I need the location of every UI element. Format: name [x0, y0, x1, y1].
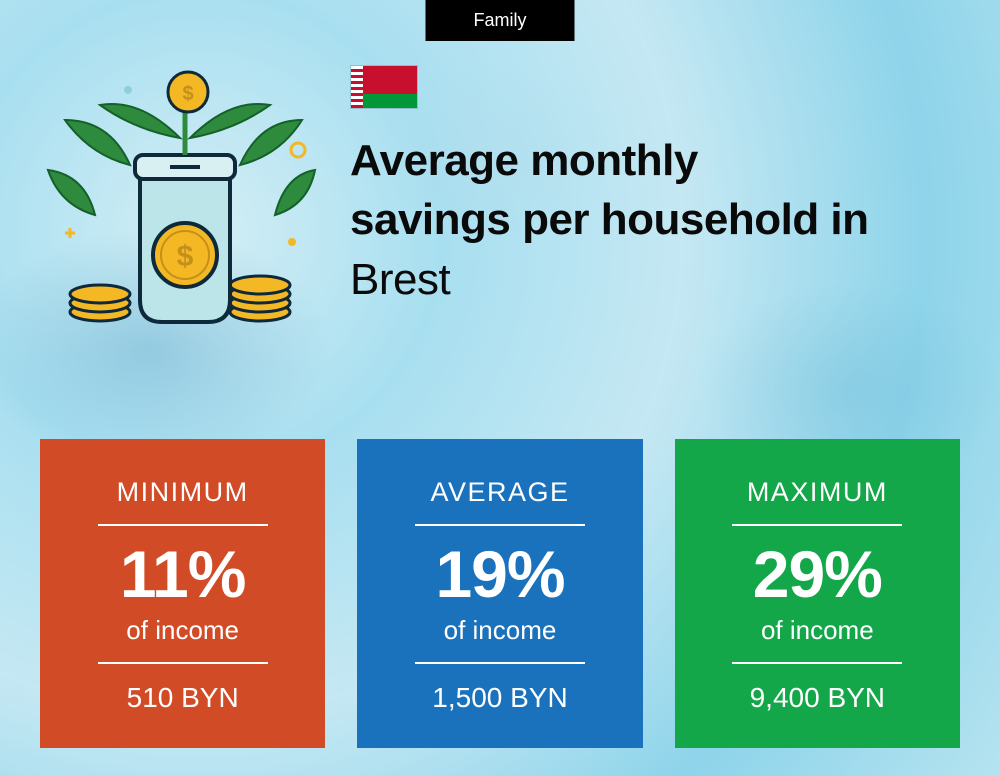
flag-red-stripe	[363, 66, 417, 94]
card-divider	[732, 662, 902, 664]
svg-text:$: $	[182, 83, 193, 105]
card-divider	[98, 662, 268, 664]
card-divider	[415, 662, 585, 664]
card-percent: 11%	[120, 540, 245, 609]
card-divider	[98, 524, 268, 526]
card-divider	[415, 524, 585, 526]
card-percent: 19%	[435, 540, 564, 609]
flag-stripes	[363, 66, 417, 108]
svg-text:$: $	[177, 240, 194, 273]
stat-card-average: AVERAGE 19% of income 1,500 BYN	[357, 439, 642, 748]
page-title: Average monthly savings per household in…	[350, 131, 960, 309]
card-label: MINIMUM	[117, 477, 249, 508]
stat-card-maximum: MAXIMUM 29% of income 9,400 BYN	[675, 439, 960, 748]
card-amount: 1,500 BYN	[432, 682, 567, 714]
flag-green-stripe	[363, 94, 417, 108]
card-sub: of income	[761, 615, 874, 646]
card-label: AVERAGE	[430, 477, 569, 508]
card-percent: 29%	[753, 540, 882, 609]
card-sub: of income	[126, 615, 239, 646]
belarus-flag-icon	[350, 65, 418, 109]
stat-cards-row: MINIMUM 11% of income 510 BYN AVERAGE 19…	[40, 439, 960, 748]
title-city: Brest	[350, 255, 450, 304]
stat-card-minimum: MINIMUM 11% of income 510 BYN	[40, 439, 325, 748]
flag-ornament	[351, 66, 363, 108]
card-divider	[732, 524, 902, 526]
card-amount: 9,400 BYN	[750, 682, 885, 714]
header-row: $ $	[40, 60, 960, 340]
card-sub: of income	[444, 615, 557, 646]
savings-jar-illustration: $ $	[40, 60, 320, 340]
title-line-1: Average monthly	[350, 136, 698, 185]
title-block: Average monthly savings per household in…	[350, 60, 960, 309]
title-line-2: savings per household in	[350, 195, 869, 244]
card-label: MAXIMUM	[747, 477, 888, 508]
card-amount: 510 BYN	[127, 682, 239, 714]
category-badge: Family	[426, 0, 575, 41]
